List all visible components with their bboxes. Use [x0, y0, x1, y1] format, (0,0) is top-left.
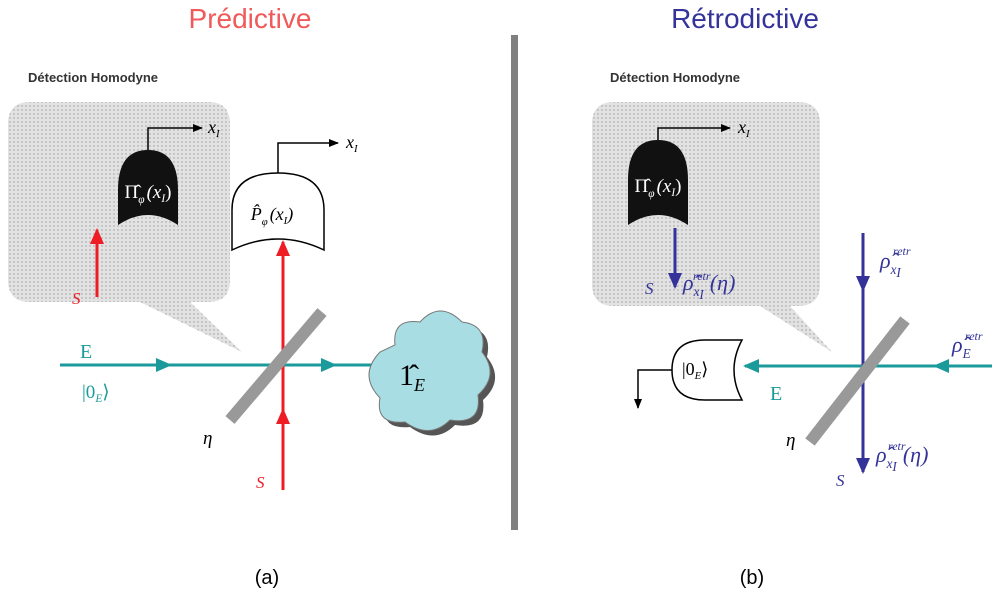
argument: (x — [147, 182, 162, 203]
subscript: I — [160, 193, 166, 205]
divider — [511, 35, 518, 530]
env-state: |0E⟩ — [682, 359, 708, 382]
subscript: I — [895, 265, 901, 280]
subscript: x — [890, 262, 897, 277]
env-label: E — [80, 341, 92, 363]
detector-output-line — [277, 139, 339, 173]
beam-splitter — [805, 316, 910, 446]
beam-splitter — [225, 308, 327, 424]
inset-signal: S — [72, 289, 81, 308]
subscript: I — [353, 143, 359, 155]
subscript: φ — [262, 216, 268, 228]
detector — [231, 172, 325, 252]
ket: ⟩ — [102, 382, 109, 403]
inset-detector — [628, 140, 688, 225]
speech-bubble — [8, 102, 242, 352]
signal-label: S — [836, 471, 845, 490]
sup: retr — [965, 329, 983, 343]
argument: (x — [270, 204, 284, 225]
env-state: |0E⟩ — [82, 382, 110, 405]
bracket: ) — [675, 176, 681, 197]
bra: |0 — [82, 382, 95, 403]
subscript: E — [94, 393, 102, 405]
inset-detector — [118, 150, 178, 225]
detector — [671, 339, 744, 401]
subscript: I — [891, 459, 897, 474]
subscript: E — [694, 370, 702, 382]
inset-operator: Π̂φ (xI) — [635, 176, 682, 200]
left-title: Prédictive — [189, 3, 312, 34]
detector-operator: P̂φ (xI) — [250, 204, 294, 228]
sup: retr — [893, 244, 911, 258]
symbol: x — [207, 117, 216, 137]
right-title: Rétrodictive — [671, 3, 819, 34]
beamsplitter-label: η — [203, 428, 212, 449]
symbol: x — [737, 117, 746, 137]
symbol: P̂ — [250, 204, 262, 224]
bra: |0 — [682, 359, 695, 379]
inset-output: xI — [737, 117, 751, 140]
subscript: E — [962, 346, 971, 361]
ket: ⟩ — [701, 359, 708, 379]
cloud — [368, 310, 491, 431]
subscript: I — [745, 128, 751, 140]
subscript: I — [698, 287, 704, 302]
inset-output: xI — [207, 117, 221, 140]
symbol: Π̂ — [125, 182, 142, 203]
subscript: I — [283, 215, 289, 227]
symbol: Π̂ — [635, 176, 652, 197]
bracket: ) — [165, 182, 171, 203]
subscript: x — [886, 456, 893, 471]
bracket: ) — [286, 204, 293, 225]
sup: retr — [693, 269, 711, 283]
speech-bubble — [592, 102, 832, 352]
subscript: x — [693, 284, 700, 299]
inset-output-line — [147, 124, 203, 150]
argument: (η) — [903, 442, 929, 467]
subscript: φ — [648, 188, 654, 200]
argument: (η) — [710, 270, 736, 295]
inset-title: Détection Homodyne — [28, 70, 158, 85]
left-caption: (a) — [255, 567, 279, 589]
subscript: E — [413, 375, 425, 395]
subscript: φ — [138, 194, 144, 206]
subscript: I — [215, 128, 221, 140]
right-caption: (b) — [740, 567, 764, 589]
argument: (x — [657, 176, 672, 197]
inset-operator: Π̂φ (xI) — [125, 182, 172, 206]
env-label: E — [770, 383, 782, 405]
inset-title: Détection Homodyne — [610, 70, 740, 85]
sup: retr — [888, 439, 906, 453]
signal-label: S — [256, 473, 265, 492]
detector-output: xI — [345, 132, 359, 155]
inset-signal: S — [645, 279, 654, 298]
subscript: I — [670, 187, 676, 199]
symbol: x — [345, 132, 354, 152]
detector-output-line — [634, 369, 672, 409]
beamsplitter-label: η — [786, 430, 795, 451]
inset-output-line — [657, 124, 731, 140]
